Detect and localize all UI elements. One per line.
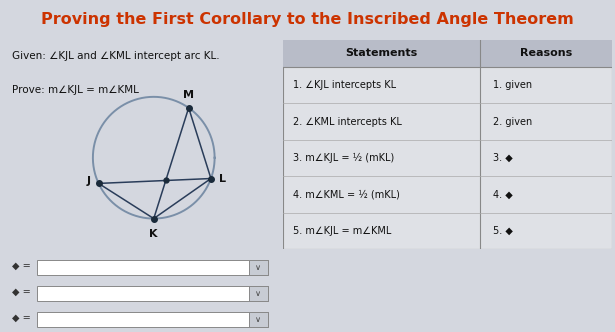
Text: 4. m∠KML = ½ (mKL): 4. m∠KML = ½ (mKL) xyxy=(293,190,400,200)
Text: 1. given: 1. given xyxy=(493,80,533,90)
Text: 3. ◆: 3. ◆ xyxy=(493,153,514,163)
Bar xyxy=(37,286,268,301)
Text: ∨: ∨ xyxy=(255,263,261,272)
Text: ◆ =: ◆ = xyxy=(12,261,31,271)
Text: M: M xyxy=(183,90,194,100)
Text: 5. ◆: 5. ◆ xyxy=(493,226,514,236)
Text: ◆ =: ◆ = xyxy=(12,287,31,297)
Text: ◆ =: ◆ = xyxy=(12,313,31,323)
Bar xyxy=(249,312,268,327)
Text: ∨: ∨ xyxy=(255,289,261,298)
Text: K: K xyxy=(149,229,158,239)
Bar xyxy=(37,260,268,275)
Text: L: L xyxy=(219,174,226,184)
Text: Statements: Statements xyxy=(346,48,418,58)
Text: Prove: m∠KJL = m∠KML: Prove: m∠KJL = m∠KML xyxy=(12,85,138,95)
Bar xyxy=(249,260,268,275)
Text: 3. m∠KJL = ½ (mKL): 3. m∠KJL = ½ (mKL) xyxy=(293,153,394,163)
Text: 5. m∠KJL = m∠KML: 5. m∠KJL = m∠KML xyxy=(293,226,391,236)
Bar xyxy=(37,312,268,327)
Text: ∨: ∨ xyxy=(255,315,261,324)
Text: 4. ◆: 4. ◆ xyxy=(493,190,514,200)
Text: Given: ∠KJL and ∠KML intercept arc KL.: Given: ∠KJL and ∠KML intercept arc KL. xyxy=(12,51,219,61)
Text: 1. ∠KJL intercepts KL: 1. ∠KJL intercepts KL xyxy=(293,80,396,90)
Text: 2. given: 2. given xyxy=(493,117,533,126)
Bar xyxy=(283,40,612,67)
Text: Proving the First Corollary to the Inscribed Angle Theorem: Proving the First Corollary to the Inscr… xyxy=(41,12,574,28)
Text: Reasons: Reasons xyxy=(520,48,572,58)
Text: J: J xyxy=(87,176,90,186)
Bar xyxy=(249,286,268,301)
Text: 2. ∠KML intercepts KL: 2. ∠KML intercepts KL xyxy=(293,117,402,126)
